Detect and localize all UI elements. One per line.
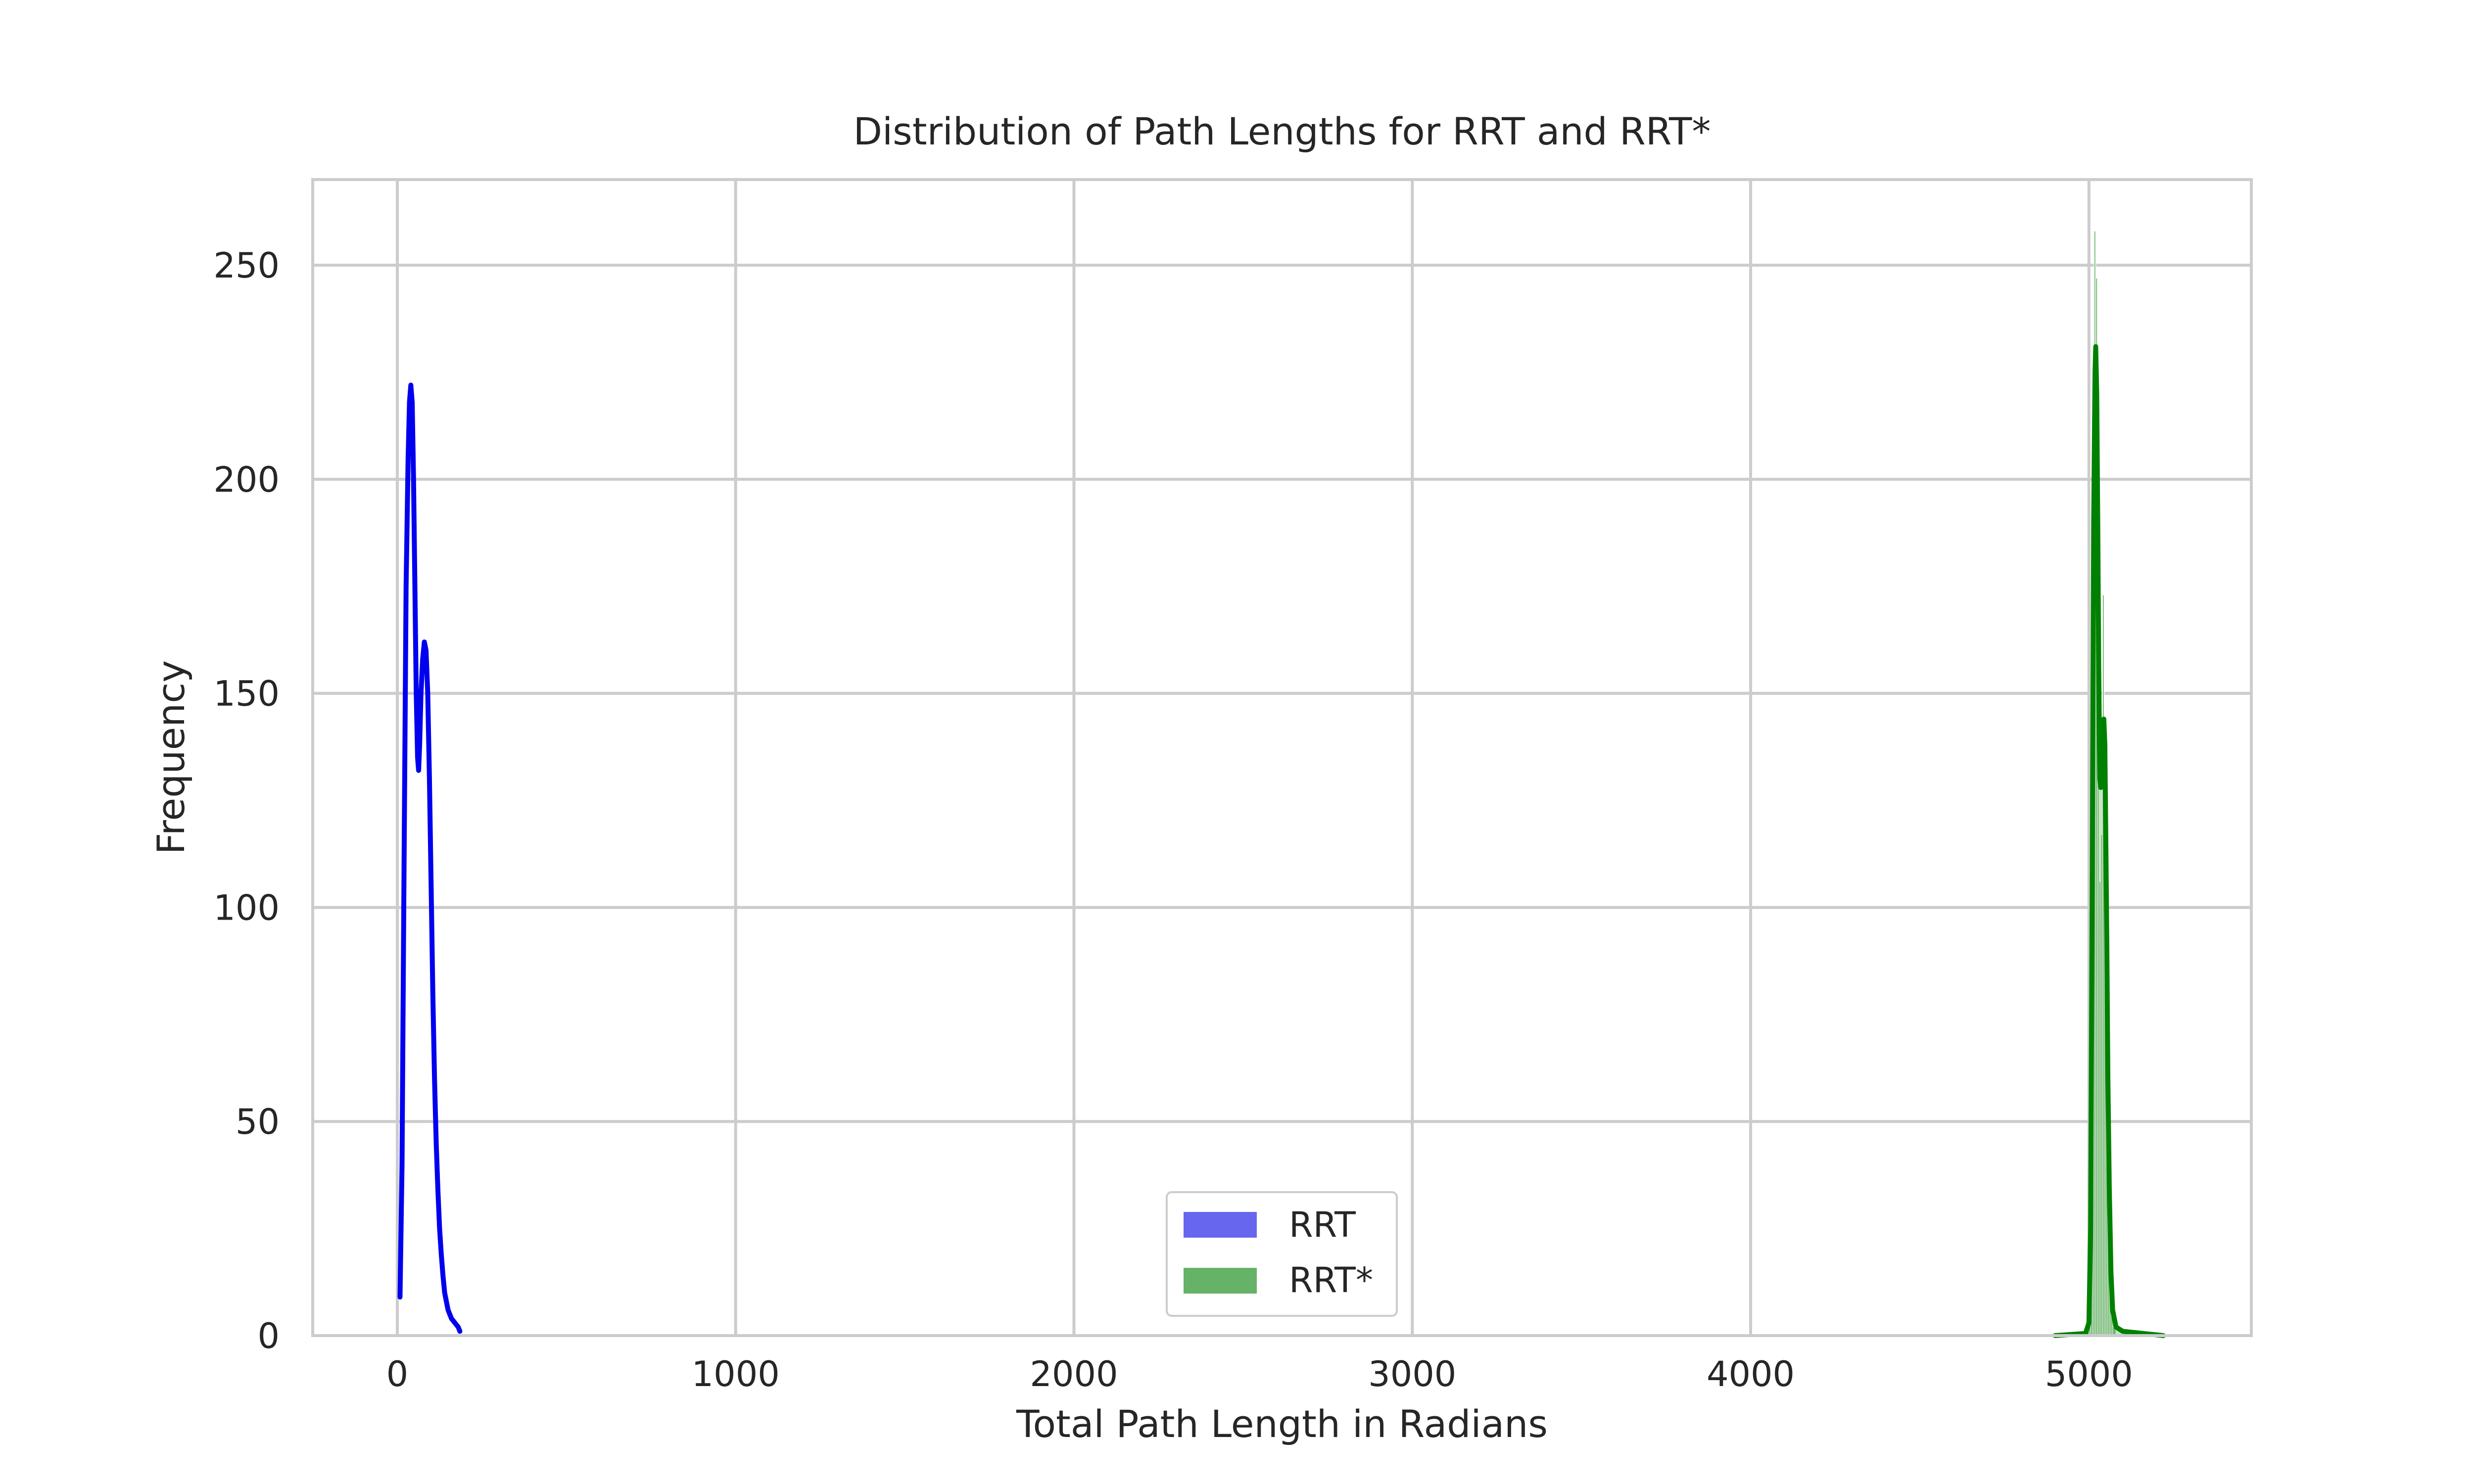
x-tick-label: 3000 xyxy=(1368,1354,1456,1394)
legend-swatch-rrt xyxy=(1184,1212,1257,1238)
y-tick-label: 250 xyxy=(213,245,280,286)
plot-frame xyxy=(311,178,2253,1337)
x-tick-label: 2000 xyxy=(1030,1354,1118,1394)
legend-label-rrt-star: RRT* xyxy=(1289,1260,1373,1300)
x-tick-label: 5000 xyxy=(2045,1354,2133,1394)
y-tick-label: 200 xyxy=(213,460,280,500)
legend-swatch-rrt-star xyxy=(1184,1268,1257,1294)
x-axis-label: Total Path Length in Radians xyxy=(1016,1402,1548,1446)
x-tick-label: 0 xyxy=(386,1354,409,1394)
series-rrt-star xyxy=(2052,231,2166,1338)
chart-title: Distribution of Path Lengths for RRT and… xyxy=(854,109,1711,153)
x-tick-label: 1000 xyxy=(692,1354,780,1394)
series-layer xyxy=(397,231,2166,1338)
kde-line xyxy=(2052,344,2166,1338)
y-tick-label: 150 xyxy=(213,674,280,714)
plot-area-background xyxy=(313,180,2251,1336)
y-tick-label: 50 xyxy=(236,1102,280,1142)
legend-label-rrt: RRT xyxy=(1289,1205,1356,1245)
series-rrt xyxy=(397,382,463,1334)
x-tick-label: 4000 xyxy=(1707,1354,1795,1394)
tick-labels: 0 1000 2000 3000 4000 5000 0 50 100 150 200 250 xyxy=(213,245,2133,1394)
kde-line xyxy=(397,382,463,1334)
y-tick-label: 100 xyxy=(213,887,280,928)
y-axis-label: Frequency xyxy=(149,660,193,855)
y-tick-label: 0 xyxy=(257,1316,280,1356)
legend: RRT RRT* xyxy=(1166,1191,1398,1317)
